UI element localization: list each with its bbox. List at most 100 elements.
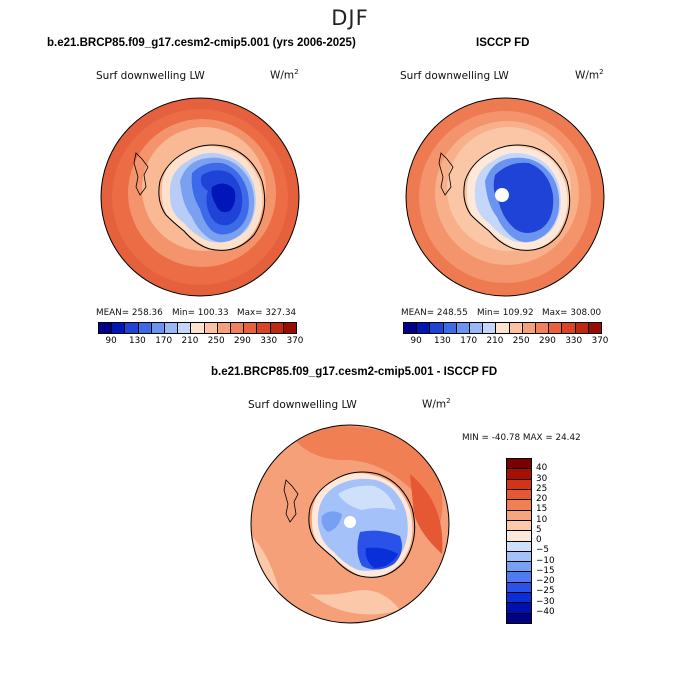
colorbar-swatch — [417, 323, 431, 333]
colorbar-tick-label: 5 — [536, 524, 542, 535]
colorbar-swatch — [430, 323, 444, 333]
colorbar-swatch — [507, 479, 531, 490]
map2-boundary — [405, 97, 605, 297]
colorbar-tick-label: 25 — [536, 483, 548, 494]
panel-model-units: W/m2 — [270, 68, 299, 82]
colorbar-tick-label: −30 — [536, 596, 555, 607]
panel-model-title: b.e21.BRCP85.f09_g17.cesm2-cmip5.001 (yr… — [47, 37, 356, 49]
colorbar-swatch — [231, 323, 245, 333]
colorbar-swatch — [165, 323, 179, 333]
colorbar-tick-label: 40 — [536, 463, 548, 474]
colorbar-tick-label: 0 — [536, 535, 542, 545]
colorbar-tick-label: −20 — [536, 576, 555, 586]
colorbar-swatch — [443, 323, 457, 333]
map3-peninsula-outline — [283, 479, 299, 523]
colorbar-tick-label: 250 — [512, 336, 530, 346]
colorbar-swatch — [178, 323, 192, 333]
colorbar-swatch — [549, 323, 563, 333]
panel-obs-units: W/m2 — [575, 68, 604, 82]
colorbar-swatch — [244, 323, 258, 333]
colorbar-swatch — [507, 459, 531, 470]
panel-obs-variable: Surf downwelling LW — [400, 70, 509, 82]
panel-diff-units: W/m2 — [422, 397, 451, 411]
panel-model-mean: MEAN= 258.36 — [96, 308, 163, 318]
map3-south-ocean — [310, 590, 400, 615]
colorbar-swatch — [270, 323, 284, 333]
panel-obs-map — [405, 97, 605, 297]
figure-title: DJF — [331, 6, 369, 30]
colorbar-swatch — [470, 323, 484, 333]
colorbar-swatch — [507, 572, 531, 583]
panel-diff-map — [250, 424, 450, 624]
colorbar-tick-label: 370 — [286, 336, 304, 346]
colorbar-swatch — [257, 323, 271, 333]
colorbar-swatch — [507, 489, 531, 501]
colorbar-swatch — [483, 323, 497, 333]
colorbar-tick-label: 130 — [128, 336, 146, 346]
panel-model-colorbar-ticks: 90 130 170 210 250 290 330 370 — [98, 336, 304, 348]
colorbar-tick-label: 10 — [536, 514, 548, 525]
map2-peninsula-outline — [438, 152, 454, 196]
colorbar-swatch — [575, 323, 589, 333]
colorbar-tick-label: 250 — [207, 336, 225, 346]
map3-west-ocean — [251, 534, 280, 594]
colorbar-swatch — [151, 323, 166, 333]
colorbar-tick-label: 330 — [565, 336, 583, 346]
colorbar-tick-label: 130 — [433, 336, 451, 346]
map2-ice-interior — [493, 162, 554, 233]
map3-boundary — [250, 424, 450, 624]
map2-coastline — [463, 144, 571, 251]
colorbar-swatch — [507, 520, 531, 532]
colorbar-swatch — [191, 323, 205, 333]
colorbar-tick-label: 30 — [536, 473, 548, 484]
map1-peninsula-outline — [133, 152, 149, 196]
colorbar-swatch — [588, 323, 602, 333]
colorbar-swatch — [507, 469, 531, 480]
panel-model-max: Max= 327.34 — [237, 308, 297, 318]
colorbar-tick-label: 170 — [460, 336, 478, 346]
colorbar-swatch — [507, 582, 531, 594]
panel-diff-minmax: MIN = -40.78 MAX = 24.42 — [462, 433, 581, 443]
colorbar-swatch — [507, 510, 531, 521]
panel-diff-variable: Surf downwelling LW — [248, 399, 357, 411]
colorbar-tick-label: 170 — [155, 336, 173, 346]
panel-model-colorbar — [98, 322, 297, 334]
colorbar-tick-label: −25 — [536, 586, 555, 597]
map1-coastline — [158, 144, 266, 251]
colorbar-swatch — [204, 323, 218, 333]
colorbar-swatch — [456, 323, 471, 333]
colorbar-tick-label: 15 — [536, 504, 548, 515]
colorbar-swatch — [283, 323, 297, 333]
panel-model-min: Min= 100.33 — [172, 308, 229, 318]
colorbar-tick-label: 290 — [539, 336, 556, 346]
colorbar-swatch — [507, 531, 531, 542]
colorbar-tick-label: 210 — [181, 336, 199, 346]
colorbar-swatch — [507, 603, 531, 614]
colorbar-tick-label: −40 — [536, 606, 555, 617]
map3-north-ocean — [290, 426, 443, 524]
colorbar-swatch — [507, 541, 531, 552]
colorbar-swatch — [404, 323, 418, 333]
colorbar-swatch — [217, 323, 232, 333]
panel-obs-colorbar — [403, 322, 602, 334]
panel-obs-min: Min= 109.92 — [477, 308, 534, 318]
map3-polar-hole — [344, 516, 356, 528]
colorbar-swatch — [507, 562, 531, 573]
colorbar-swatch — [99, 323, 113, 333]
colorbar-swatch — [509, 323, 523, 333]
colorbar-swatch — [536, 323, 550, 333]
colorbar-swatch — [112, 323, 126, 333]
colorbar-swatch — [507, 593, 531, 604]
colorbar-swatch — [496, 323, 510, 333]
panel-diff-colorbar — [506, 458, 532, 624]
panel-model-variable: Surf downwelling LW — [96, 70, 205, 82]
colorbar-swatch — [507, 500, 531, 511]
colorbar-tick-label: −15 — [536, 565, 555, 576]
colorbar-tick-label: 20 — [536, 494, 548, 504]
panel-obs-mean: MEAN= 248.55 — [401, 308, 468, 318]
colorbar-tick-label: 90 — [410, 336, 422, 346]
colorbar-tick-label: 290 — [234, 336, 251, 346]
map3-light-streak — [338, 485, 396, 510]
panel-diff-colorbar-ticks: 40 30 25 20 15 10 5 0 −5 −10 −15 −20 −25 −30 −40 — [536, 458, 576, 622]
panel-obs-max: Max= 308.00 — [542, 308, 602, 318]
